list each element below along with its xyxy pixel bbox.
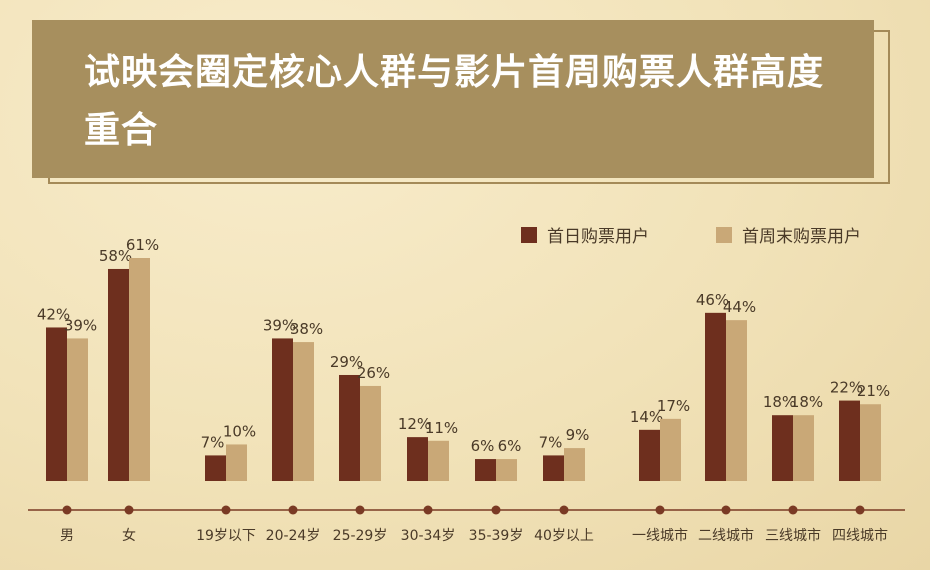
axis-marker <box>423 505 433 515</box>
data-label: 6% <box>471 437 495 455</box>
category-label: 四线城市 <box>832 527 888 544</box>
category-label: 20-24岁 <box>266 528 321 544</box>
data-label: 9% <box>566 426 590 444</box>
bar-first-weekend <box>428 440 449 481</box>
bar-first-day <box>639 429 660 481</box>
axis-marker <box>788 505 798 515</box>
bar-first-weekend <box>564 448 585 481</box>
data-label: 10% <box>223 422 256 440</box>
data-label: 29% <box>330 353 363 371</box>
bar-first-day <box>839 400 860 481</box>
bar-first-day <box>543 455 564 481</box>
bar-first-weekend <box>496 459 517 481</box>
bar-first-weekend <box>226 444 247 481</box>
legend-label-first-weekend: 首周末购票用户 <box>742 227 861 247</box>
legend-swatch-first-weekend <box>716 226 732 243</box>
data-label: 12% <box>398 415 431 433</box>
data-label: 46% <box>696 291 729 309</box>
bar-first-day <box>407 437 428 481</box>
category-label: 三线城市 <box>765 527 821 544</box>
data-label: 61% <box>126 236 159 254</box>
legend-item-first-weekend: 首周末购票用户 <box>716 222 861 247</box>
page-title: 试映会圈定核心人群与影片首周购票人群高度重合 <box>84 52 825 151</box>
legend-item-first-day: 首日购票用户 <box>521 222 649 247</box>
bar-first-weekend <box>726 320 747 481</box>
legend-label-first-day: 首日购票用户 <box>547 227 649 247</box>
category-label: 35-39岁 <box>469 528 524 544</box>
bar-first-day <box>705 312 726 481</box>
data-label: 38% <box>290 320 323 338</box>
bar-first-day <box>772 415 793 481</box>
data-label: 17% <box>657 397 690 415</box>
data-label: 22% <box>830 379 863 397</box>
axis-marker <box>855 505 865 515</box>
data-label: 39% <box>64 316 97 334</box>
data-label: 11% <box>425 419 458 437</box>
category-label: 二线城市 <box>698 527 754 544</box>
data-label: 42% <box>37 305 70 323</box>
bar-first-day <box>108 268 129 481</box>
axis-marker <box>62 505 72 515</box>
axis-marker <box>721 505 731 515</box>
axis-marker <box>491 505 501 515</box>
data-label: 7% <box>201 433 225 451</box>
bar-first-day <box>46 327 67 481</box>
data-label: 14% <box>630 408 663 426</box>
category-label: 男 <box>60 528 74 544</box>
axis-marker <box>288 505 298 515</box>
bar-first-weekend <box>293 342 314 481</box>
data-label: 7% <box>539 433 563 451</box>
category-label: 25-29岁 <box>333 528 388 544</box>
data-label: 39% <box>263 316 296 334</box>
legend-swatch-first-day <box>521 226 537 243</box>
axis-marker <box>355 505 365 515</box>
bar-first-weekend <box>129 258 150 481</box>
data-label: 21% <box>857 382 890 400</box>
bar-first-day <box>205 455 226 481</box>
data-label: 44% <box>723 298 756 316</box>
category-label: 30-34岁 <box>401 528 456 544</box>
data-label: 18% <box>790 393 823 411</box>
data-label: 18% <box>763 393 796 411</box>
axis-marker <box>655 505 665 515</box>
axis-marker <box>559 505 569 515</box>
title-banner <box>32 20 874 178</box>
bar-first-weekend <box>360 385 381 481</box>
data-label: 6% <box>498 437 522 455</box>
bar-first-weekend <box>793 415 814 481</box>
bar-first-day <box>475 459 496 481</box>
bar-first-day <box>339 374 360 481</box>
axis-marker <box>124 505 134 515</box>
bar-first-day <box>272 338 293 481</box>
data-label: 26% <box>357 364 390 382</box>
bar-first-weekend <box>860 404 881 481</box>
category-label: 女 <box>122 527 136 544</box>
category-label: 一线城市 <box>632 527 688 544</box>
category-label: 19岁以下 <box>196 528 256 544</box>
axis-marker <box>221 505 231 515</box>
bar-first-weekend <box>660 418 681 481</box>
bar-first-weekend <box>67 338 88 481</box>
data-label: 58% <box>99 247 132 265</box>
category-label: 40岁以上 <box>534 528 594 544</box>
